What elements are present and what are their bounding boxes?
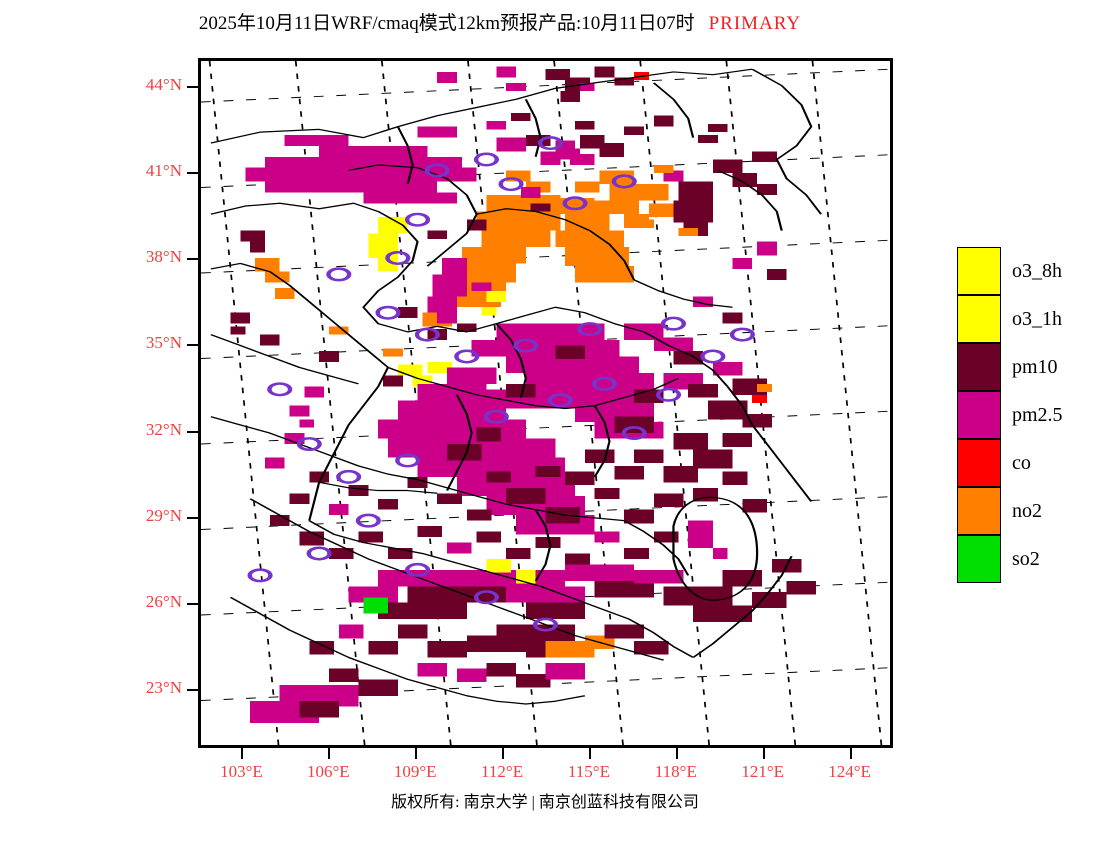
- y-tick-label: 44°N: [145, 74, 182, 94]
- legend-label: o3_1h: [1012, 308, 1062, 330]
- y-tick-label: 29°N: [145, 505, 182, 525]
- legend-swatch-no2[interactable]: [957, 487, 1001, 535]
- x-tick-mark: [502, 748, 505, 759]
- legend-swatch-so2[interactable]: [957, 535, 1001, 583]
- pollutant-cells: [230, 66, 817, 724]
- legend-label: so2: [1012, 548, 1040, 570]
- x-tick-label: 118°E: [654, 762, 697, 781]
- map-canvas: [201, 61, 890, 745]
- y-tick-label: 41°N: [145, 160, 182, 180]
- y-tick-mark: [187, 85, 198, 88]
- x-tick-mark: [588, 748, 591, 759]
- legend-label: no2: [1012, 500, 1042, 522]
- x-tick-mark: [328, 748, 331, 759]
- y-tick-mark: [187, 344, 198, 347]
- x-tick-mark: [415, 748, 418, 759]
- primary-badge: PRIMARY: [708, 13, 802, 34]
- y-tick-mark: [187, 171, 198, 174]
- x-tick-label: 115°E: [567, 762, 610, 781]
- page-title: 2025年10月11日WRF/cmaq模式12km预报产品:10月11日07时 P…: [0, 8, 1000, 35]
- y-tick-mark: [187, 603, 198, 606]
- y-tick-mark: [187, 516, 198, 519]
- legend-label: co: [1012, 452, 1031, 474]
- legend-label: o3_8h: [1012, 260, 1062, 282]
- x-tick-label: 103°E: [220, 762, 263, 781]
- coastline-borders: [210, 68, 823, 705]
- x-tick-label: 112°E: [481, 762, 524, 781]
- legend-label: pm10: [1012, 356, 1058, 378]
- y-tick-label: 38°N: [145, 247, 182, 267]
- footer-company: 南京创蓝科技有限公司: [538, 794, 699, 811]
- y-tick-label: 35°N: [145, 333, 182, 353]
- y-tick-label: 23°N: [145, 678, 182, 698]
- legend-swatch-pm2-5[interactable]: [957, 391, 1001, 439]
- x-tick-label: 124°E: [828, 762, 871, 781]
- x-tick-label: 106°E: [306, 762, 350, 781]
- y-tick-label: 32°N: [145, 419, 182, 439]
- y-tick-mark: [187, 430, 198, 433]
- legend-swatch-o3-8h[interactable]: [957, 247, 1001, 295]
- footer-separator: |: [531, 794, 535, 811]
- x-tick-mark: [241, 748, 244, 759]
- legend-swatch-o3-1h[interactable]: [957, 295, 1001, 343]
- legend-label: pm2.5: [1012, 404, 1063, 426]
- title-text: 2025年10月11日WRF/cmaq模式12km预报产品:10月11日07时: [198, 13, 695, 34]
- legend-swatch-pm10[interactable]: [957, 343, 1001, 391]
- y-tick-label: 26°N: [145, 592, 182, 612]
- x-tick-label: 121°E: [741, 762, 785, 781]
- map-plot-area[interactable]: [198, 58, 893, 748]
- x-tick-mark: [675, 748, 678, 759]
- footer-copyright: 版权所有: 南京大学 | 南京创蓝科技有限公司: [0, 788, 1090, 812]
- x-tick-mark: [762, 748, 765, 759]
- y-tick-mark: [187, 689, 198, 692]
- x-tick-label: 109°E: [393, 762, 437, 781]
- city-markers: [247, 136, 755, 632]
- y-tick-mark: [187, 258, 198, 261]
- legend-swatch-co[interactable]: [957, 439, 1001, 487]
- footer-owner: 版权所有: 南京大学: [391, 794, 528, 811]
- x-tick-mark: [849, 748, 852, 759]
